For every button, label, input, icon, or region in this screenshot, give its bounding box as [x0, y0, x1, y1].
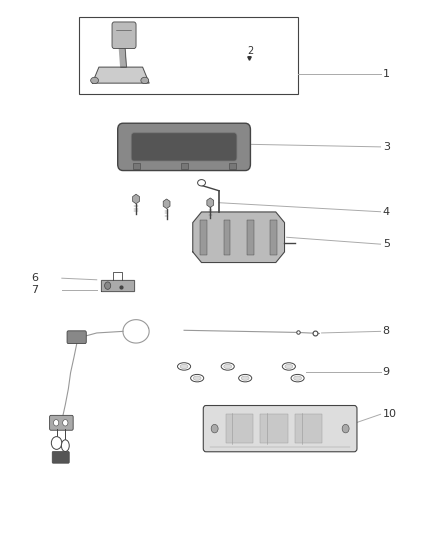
- Circle shape: [105, 282, 111, 289]
- FancyBboxPatch shape: [49, 415, 73, 430]
- FancyBboxPatch shape: [203, 406, 357, 452]
- Text: 5: 5: [383, 239, 390, 249]
- Bar: [79, 17, 297, 94]
- Bar: [270, 220, 277, 255]
- Circle shape: [342, 424, 349, 433]
- FancyBboxPatch shape: [67, 331, 86, 344]
- Ellipse shape: [180, 365, 188, 368]
- Ellipse shape: [285, 365, 293, 368]
- Polygon shape: [119, 43, 127, 67]
- Polygon shape: [101, 280, 134, 291]
- Text: 8: 8: [383, 326, 390, 336]
- Bar: [247, 220, 254, 255]
- Text: 9: 9: [383, 367, 390, 377]
- Bar: [261, 414, 288, 443]
- Circle shape: [53, 419, 59, 426]
- Ellipse shape: [283, 363, 295, 370]
- Ellipse shape: [177, 363, 191, 370]
- Ellipse shape: [91, 77, 99, 84]
- Ellipse shape: [293, 376, 301, 380]
- Polygon shape: [92, 67, 149, 83]
- Bar: [200, 220, 207, 255]
- Ellipse shape: [221, 363, 234, 370]
- Circle shape: [211, 424, 218, 433]
- Bar: [223, 220, 230, 255]
- Ellipse shape: [141, 77, 149, 84]
- Bar: [226, 414, 253, 443]
- FancyBboxPatch shape: [112, 22, 136, 49]
- Circle shape: [63, 419, 68, 426]
- Ellipse shape: [61, 440, 69, 451]
- Text: 2: 2: [247, 46, 254, 56]
- Bar: [133, 163, 140, 169]
- Bar: [180, 163, 187, 169]
- Ellipse shape: [239, 374, 252, 382]
- Ellipse shape: [291, 374, 304, 382]
- Circle shape: [51, 437, 62, 449]
- FancyBboxPatch shape: [118, 123, 251, 171]
- Ellipse shape: [191, 374, 204, 382]
- Text: 1: 1: [383, 69, 390, 79]
- Polygon shape: [193, 212, 285, 263]
- Text: 7: 7: [31, 286, 39, 295]
- FancyBboxPatch shape: [52, 451, 69, 463]
- Ellipse shape: [193, 376, 201, 380]
- FancyBboxPatch shape: [131, 133, 237, 161]
- Bar: [295, 414, 322, 443]
- Bar: [229, 163, 236, 169]
- Text: 4: 4: [383, 207, 390, 217]
- Ellipse shape: [224, 365, 232, 368]
- Text: 3: 3: [383, 142, 390, 152]
- Text: 6: 6: [31, 273, 38, 283]
- Ellipse shape: [198, 180, 205, 186]
- Text: 10: 10: [383, 409, 397, 419]
- Ellipse shape: [241, 376, 249, 380]
